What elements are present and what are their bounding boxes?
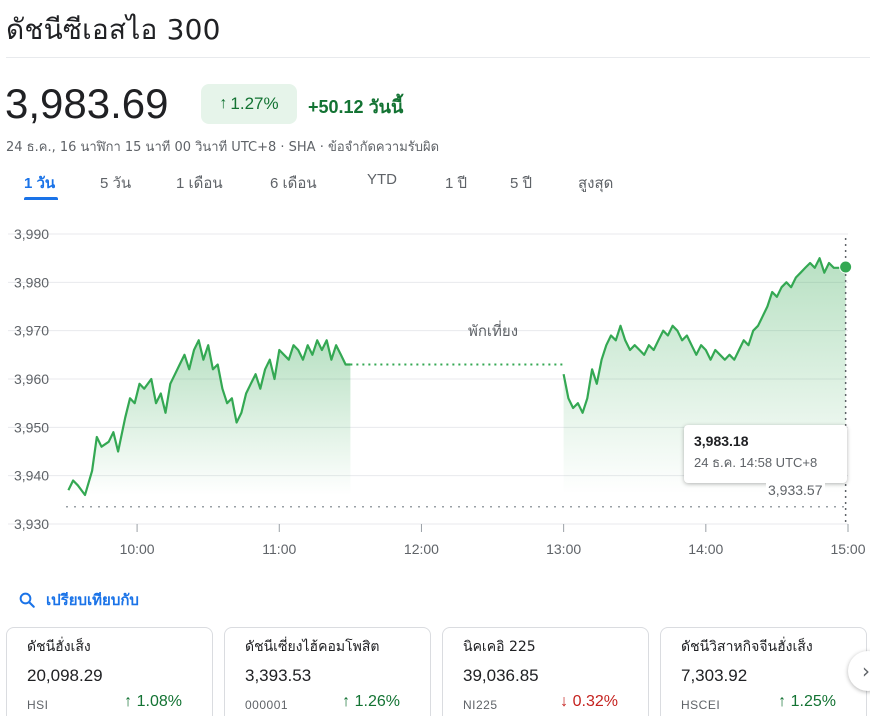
meta-separator: · xyxy=(315,140,328,155)
arrow-up-icon: ↑ xyxy=(124,693,133,710)
index-change-value: 1.26% xyxy=(354,693,400,710)
index-symbol: 000001 xyxy=(245,698,289,712)
index-change-value: 1.08% xyxy=(136,693,182,710)
next-cards-button[interactable]: › xyxy=(848,651,870,691)
index-card[interactable]: นิคเคอิ 225 39,036.85 NI225 ↓ 0.32% xyxy=(442,627,649,716)
previous-close-label: 3,933.57 xyxy=(766,482,825,498)
disclaimer-link[interactable]: ข้อจำกัดความรับผิด xyxy=(327,140,440,155)
chart-tooltip: 3,983.18 24 ธ.ค. 14:58 UTC+8 xyxy=(684,425,847,483)
tooltip-time: 24 ธ.ค. 14:58 UTC+8 xyxy=(694,455,818,470)
x-tick-label: 12:00 xyxy=(404,541,439,557)
y-tick-label: 3,990 xyxy=(14,226,49,242)
exchange-label: SHA xyxy=(288,140,316,155)
price-line-session-1 xyxy=(67,339,351,497)
chevron-right-icon: › xyxy=(862,659,870,683)
price-line-session-2 xyxy=(562,257,846,414)
lunch-break-label: พักเที่ยง xyxy=(468,320,518,340)
index-change-value: 0.32% xyxy=(572,693,618,710)
hover-point xyxy=(839,260,853,274)
x-tick-label: 11:00 xyxy=(262,541,296,557)
index-change: ↑ 1.25% xyxy=(778,693,836,711)
compare-button[interactable]: เปรียบเทียบกับ xyxy=(18,588,139,612)
index-card[interactable]: ดัชนีวิสาหกิจจีนฮั่งเส็ง 7,303.92 HSCEI … xyxy=(660,627,867,716)
y-tick-label: 3,940 xyxy=(14,468,49,484)
arrow-up-icon: ↑ xyxy=(778,693,787,710)
active-tab-indicator xyxy=(24,197,58,200)
quote-meta: 24 ธ.ค., 16 นาฬิกา 15 นาที 00 วินาที UTC… xyxy=(6,136,439,157)
quote-timestamp: 24 ธ.ค., 16 นาฬิกา 15 นาที 00 วินาที UTC… xyxy=(6,140,277,155)
index-value: 39,036.85 xyxy=(463,666,539,685)
x-tick-label: 15:00 xyxy=(830,541,865,557)
index-value: 3,393.53 xyxy=(245,666,312,685)
price-area-session-1 xyxy=(68,340,351,495)
index-symbol: NI225 xyxy=(463,698,498,712)
change-period: วันนี้ xyxy=(368,97,404,117)
meta-separator: · xyxy=(276,140,289,155)
index-change: ↑ 1.08% xyxy=(124,693,182,711)
current-price: 3,983.69 xyxy=(5,80,169,127)
index-card[interactable]: ดัชนีเซี่ยงไฮ้คอมโพสิต 3,393.53 000001 ↑… xyxy=(224,627,431,716)
percent-change-badge: ↑ 1.27% xyxy=(201,84,297,124)
x-tick-label: 10:00 xyxy=(120,541,155,557)
tab-1-year[interactable]: 1 ปี xyxy=(445,175,468,192)
arrow-down-icon: ↓ xyxy=(560,693,569,710)
search-icon xyxy=(19,592,35,608)
index-change: ↓ 0.32% xyxy=(560,693,618,711)
divider xyxy=(6,57,870,58)
tab-6-months[interactable]: 6 เดือน xyxy=(270,175,317,192)
index-name: นิคเคอิ 225 xyxy=(463,639,536,655)
tab-5-years[interactable]: 5 ปี xyxy=(510,175,533,192)
arrow-up-icon: ↑ xyxy=(219,95,228,112)
arrow-up-icon: ↑ xyxy=(342,693,351,710)
x-tick-label: 13:00 xyxy=(546,541,581,557)
index-name: ดัชนีเซี่ยงไฮ้คอมโพสิต xyxy=(245,639,380,655)
index-value: 7,303.92 xyxy=(681,666,748,685)
y-tick-label: 3,950 xyxy=(14,419,49,435)
price-chart[interactable]: 3,990 3,980 3,970 3,960 3,950 3,940 3,930 10:00… xyxy=(0,220,870,565)
percent-change-value: 1.27% xyxy=(230,94,279,113)
tab-max[interactable]: สูงสุด xyxy=(578,175,614,192)
index-name: ดัชนีฮั่งเส็ง xyxy=(27,639,91,655)
y-tick-label: 3,930 xyxy=(14,516,49,532)
absolute-change-value: +50.12 xyxy=(308,97,364,117)
absolute-change: +50.12 วันนี้ xyxy=(308,92,403,121)
index-change: ↑ 1.26% xyxy=(342,693,400,711)
index-symbol: HSCEI xyxy=(681,698,721,712)
tab-ytd[interactable]: YTD xyxy=(367,171,397,188)
index-card[interactable]: ดัชนีฮั่งเส็ง 20,098.29 HSI ↑ 1.08% xyxy=(6,627,213,716)
tab-5-days[interactable]: 5 วัน xyxy=(100,175,132,192)
tooltip-value: 3,983.18 xyxy=(694,433,749,449)
y-tick-label: 3,960 xyxy=(14,371,49,387)
index-value: 20,098.29 xyxy=(27,666,103,685)
tab-1-day[interactable]: 1 วัน xyxy=(24,175,56,192)
page-title: ดัชนีซีเอสไอ 300 xyxy=(6,13,221,46)
index-name: ดัชนีวิสาหกิจจีนฮั่งเส็ง xyxy=(681,639,813,655)
y-tick-label: 3,970 xyxy=(14,323,49,339)
tab-1-month[interactable]: 1 เดือน xyxy=(176,175,223,192)
y-tick-label: 3,980 xyxy=(14,274,49,290)
index-symbol: HSI xyxy=(27,698,49,712)
index-change-value: 1.25% xyxy=(790,693,836,710)
compare-label: เปรียบเทียบกับ xyxy=(46,591,139,609)
x-tick-label: 14:00 xyxy=(688,541,723,557)
